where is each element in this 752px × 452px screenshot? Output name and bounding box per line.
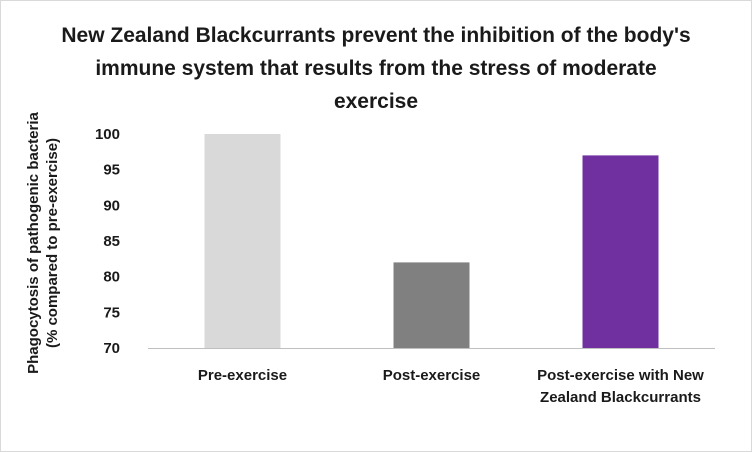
y-tick-label: 100 (95, 126, 120, 143)
y-tick-label: 85 (103, 233, 120, 250)
y-tick-label: 75 (103, 304, 120, 321)
bar (204, 134, 281, 348)
x-category-label: Post-exercise (382, 367, 481, 384)
y-tick-label: 95 (103, 162, 120, 179)
y-tick-label: 90 (103, 197, 120, 214)
bar (393, 262, 470, 348)
chart-title: New Zealand Blackcurrants prevent the in… (61, 24, 691, 113)
bar (582, 155, 659, 348)
y-tick-label: 80 (103, 269, 120, 286)
y-tick-label: 70 (103, 340, 120, 357)
x-category-label: Pre-exercise (197, 367, 288, 384)
x-category-label: Post-exercise with New Zealand Blackcurr… (537, 367, 704, 406)
